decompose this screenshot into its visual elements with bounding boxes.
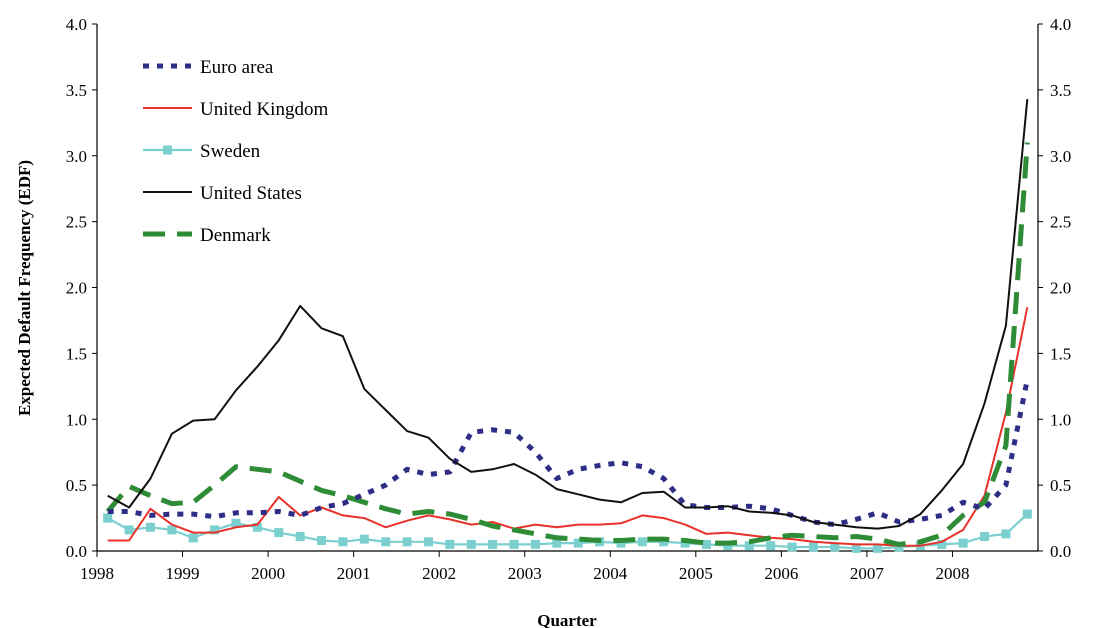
- y-tick-label-right: 4.0: [1050, 15, 1071, 34]
- axes: 0.0 0.0 0.5 0.5 1.0 1.0 1.5 1.5 2.0 2.0 2.5 2.5 3.0 3…: [66, 15, 1072, 583]
- data-point-sweden: [744, 541, 754, 551]
- y-tick-label-right: 1.5: [1050, 344, 1071, 363]
- y-tick-label-right: 2.0: [1050, 279, 1071, 298]
- data-point-sweden: [488, 539, 498, 549]
- data-point-sweden: [295, 532, 305, 542]
- x-tick-label: 2000: [251, 564, 285, 583]
- x-tick-label: 2002: [422, 564, 456, 583]
- x-tick-label: 1999: [166, 564, 200, 583]
- legend-label-denmark: Denmark: [200, 225, 271, 246]
- x-tick-label: 2001: [337, 564, 371, 583]
- data-point-sweden: [402, 537, 412, 547]
- series-line-united-kingdom: [107, 307, 1029, 547]
- data-point-sweden: [359, 534, 369, 544]
- data-point-sweden: [210, 525, 220, 535]
- y-tick-label-left: 1.0: [66, 410, 87, 429]
- data-point-sweden: [937, 539, 947, 549]
- data-point-sweden: [466, 539, 476, 549]
- legend-marker-sweden: [163, 145, 172, 155]
- series-lines: [103, 99, 1032, 553]
- x-tick-label: 2007: [850, 564, 885, 583]
- data-point-sweden: [616, 538, 626, 548]
- y-tick-label-left: 2.0: [66, 279, 87, 298]
- data-point-sweden: [103, 513, 113, 523]
- series-line-euro-area: [107, 379, 1030, 528]
- data-point-sweden: [188, 533, 198, 543]
- data-point-sweden: [252, 522, 262, 532]
- data-point-sweden: [830, 542, 840, 552]
- data-point-sweden: [680, 538, 690, 548]
- x-tick-label: 2008: [935, 564, 969, 583]
- data-point-sweden: [787, 542, 797, 552]
- data-point-sweden: [1022, 509, 1032, 519]
- y-tick-label-right: 3.0: [1050, 147, 1071, 166]
- y-tick-label-right: 0.5: [1050, 476, 1071, 495]
- y-tick-label-left: 1.5: [66, 344, 87, 363]
- data-point-sweden: [124, 525, 134, 535]
- data-point-sweden: [552, 538, 562, 548]
- x-tick-label: 2003: [508, 564, 542, 583]
- data-point-sweden: [274, 528, 284, 538]
- legend-label-euro-area: Euro area: [200, 57, 274, 78]
- data-point-sweden: [381, 537, 391, 547]
- data-point-sweden: [509, 539, 519, 549]
- legend-label-united-states: United States: [200, 183, 302, 204]
- y-tick-label-left: 4.0: [66, 15, 87, 34]
- y-tick-label-left: 3.5: [66, 81, 87, 100]
- y-tick-label-right: 2.5: [1050, 213, 1071, 232]
- data-point-sweden: [894, 542, 904, 552]
- x-axis-title: Quarter: [537, 611, 597, 628]
- data-point-sweden: [637, 537, 647, 547]
- series-line-denmark: [105, 142, 1030, 547]
- data-point-sweden: [423, 537, 433, 547]
- data-point-sweden: [338, 537, 348, 547]
- y-tick-label-right: 0.0: [1050, 542, 1071, 561]
- data-point-sweden: [958, 538, 968, 548]
- data-point-sweden: [659, 537, 669, 547]
- y-tick-label-left: 0.0: [66, 542, 87, 561]
- legend-label-sweden: Sweden: [200, 141, 261, 162]
- legend: Euro area United Kingdom Sweden United Stat…: [143, 57, 328, 246]
- series-line-united-states: [107, 99, 1029, 530]
- y-axis-title: Expected Default Frequency (EDF): [15, 160, 34, 416]
- data-point-sweden: [808, 542, 818, 552]
- legend-label-united-kingdom: United Kingdom: [200, 99, 328, 120]
- data-point-sweden: [317, 535, 327, 545]
- data-point-sweden: [573, 538, 583, 548]
- y-tick-label-right: 3.5: [1050, 81, 1071, 100]
- y-tick-label-left: 2.5: [66, 213, 87, 232]
- y-tick-label-left: 3.0: [66, 147, 87, 166]
- data-point-sweden: [530, 539, 540, 549]
- data-point-sweden: [723, 541, 733, 551]
- data-point-sweden: [851, 543, 861, 553]
- data-point-sweden: [702, 539, 712, 549]
- data-point-sweden: [1001, 529, 1011, 539]
- data-point-sweden: [145, 522, 155, 532]
- y-tick-label-right: 1.0: [1050, 410, 1071, 429]
- y-tick-label-left: 0.5: [66, 476, 87, 495]
- data-point-sweden: [766, 541, 776, 551]
- data-point-sweden: [231, 518, 241, 528]
- x-tick-label: 2004: [593, 564, 628, 583]
- x-tick-label: 1998: [80, 564, 114, 583]
- x-tick-label: 2006: [764, 564, 798, 583]
- data-point-sweden: [167, 525, 177, 535]
- data-point-sweden: [873, 543, 883, 553]
- data-point-sweden: [980, 532, 990, 542]
- data-point-sweden: [445, 539, 455, 549]
- x-tick-label: 2005: [679, 564, 713, 583]
